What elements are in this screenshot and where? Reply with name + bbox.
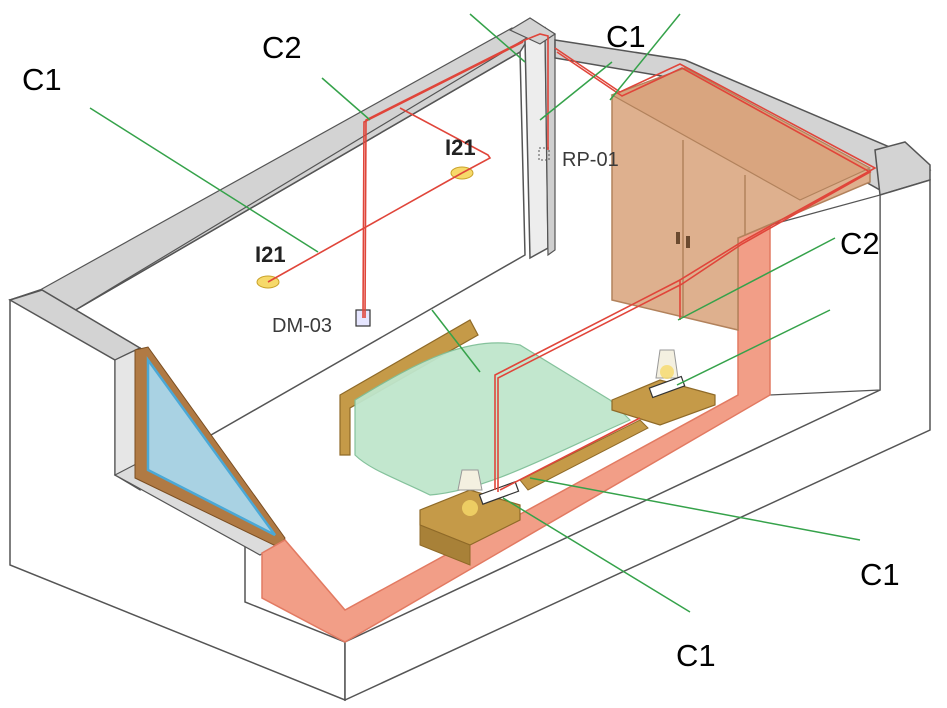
bedside-lamp-left-glow [462,500,478,516]
socket-strip-right [648,375,686,399]
callout-c1-bottom: C1 [676,638,716,673]
window-glass [146,356,277,537]
callout-c2-top: C2 [262,30,302,65]
callout-c1-bottom-right: C1 [860,557,900,592]
bedside-lamp-right-glow [660,365,674,379]
column-top [508,17,557,45]
callout-c1-top-right: C1 [606,19,646,54]
wardrobe-handle-right [686,236,690,248]
callout-lines [89,13,861,613]
bedspread [354,342,632,496]
junction-box-dash [538,147,550,161]
callout-c1-top-left: C1 [22,62,62,97]
junction-label: RP-01 [562,149,619,171]
column-front [524,26,549,260]
bed-side-rail [519,419,649,491]
lamp-label-right: I21 [445,135,476,160]
callout-c2-right: C2 [840,226,880,261]
dimmer-label: DM-03 [272,315,332,337]
right-wall-top-cap [874,141,931,196]
wardrobe-top [610,67,872,201]
bedside-lamp-left [457,469,483,491]
window-jamb-top [114,347,141,492]
lamp-label-left: I21 [255,242,286,267]
nightstand-left-front [419,524,471,566]
wardrobe-handle-left [676,232,680,244]
nightstand-right [611,379,716,426]
wiring [267,33,877,492]
